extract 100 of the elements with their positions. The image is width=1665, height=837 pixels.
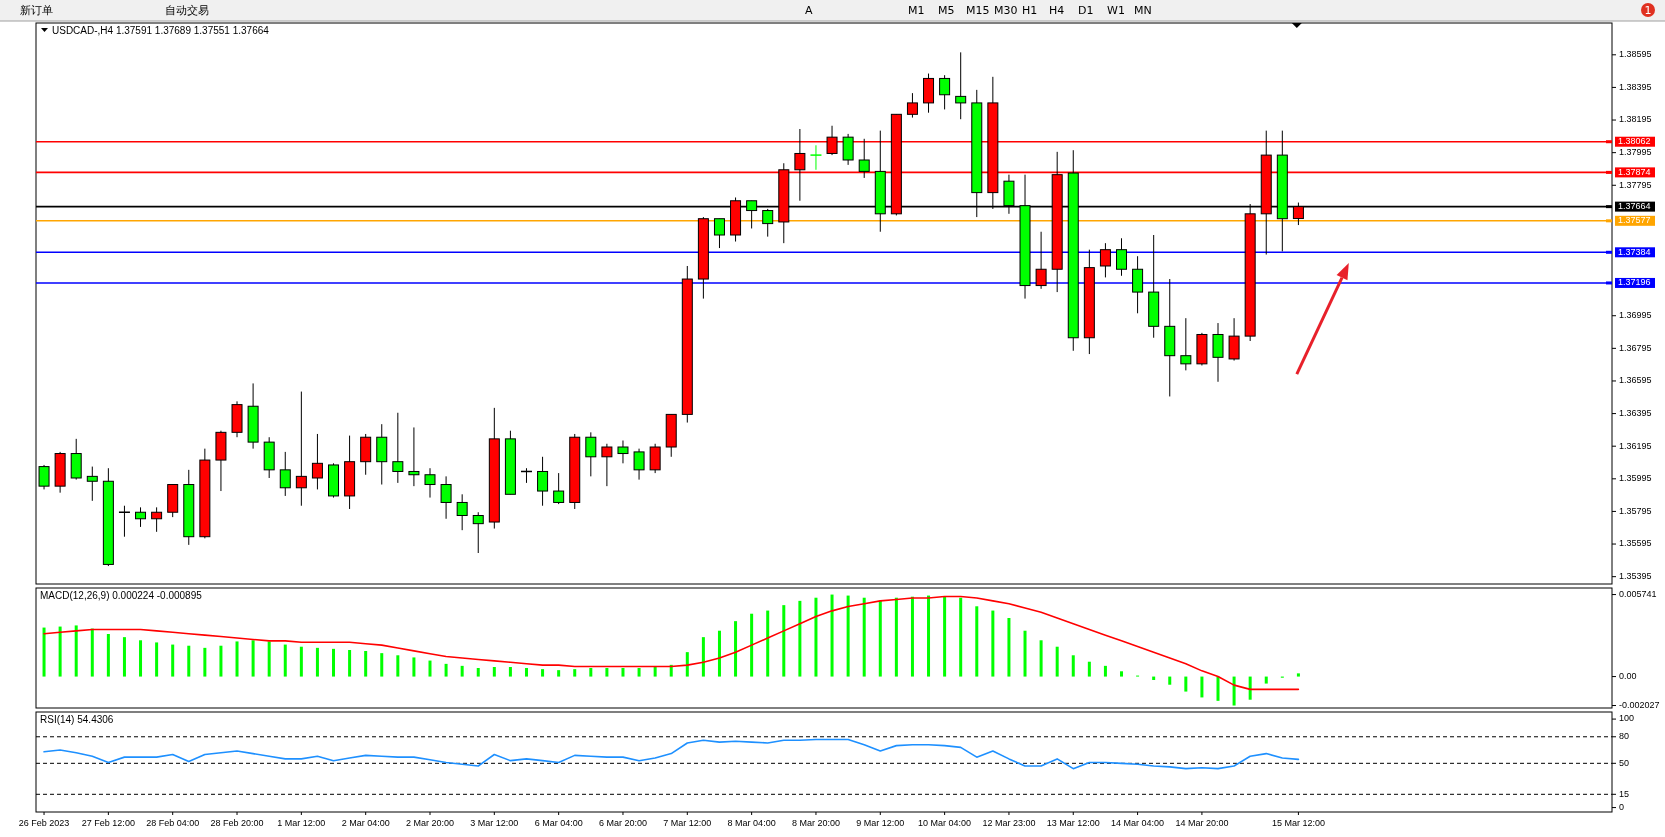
- chart-title: RSI(14) 54.4306: [40, 714, 114, 725]
- x-tick-label: 26 Feb 2023: [18, 818, 70, 828]
- x-tick-label: 28 Feb 20:00: [210, 818, 264, 828]
- y-tick-label: 0: [1619, 801, 1625, 812]
- y-tick-label: 80: [1619, 731, 1630, 742]
- line-series: [43, 738, 1300, 770]
- bar: [1071, 655, 1075, 677]
- y-tick-label: 1.37795: [1619, 179, 1652, 190]
- y-tick-label: 1.36995: [1619, 310, 1652, 321]
- bar: [315, 647, 319, 677]
- bar: [251, 640, 255, 677]
- bar: [621, 668, 625, 677]
- text: 新订单: [20, 4, 53, 17]
- y-tick-label: 1.36195: [1619, 440, 1652, 451]
- x-tick-label: 13 Mar 12:00: [1046, 818, 1100, 828]
- x-tick-label: 7 Mar 12:00: [663, 818, 712, 828]
- chart-title: MACD(12,26,9) 0.000224 -0.000895: [40, 590, 203, 601]
- x-tick-label: 6 Mar 20:00: [598, 818, 647, 828]
- bar: [1184, 676, 1188, 692]
- ref-line-label: 1.37577: [1618, 215, 1651, 226]
- bar: [878, 600, 882, 677]
- text: W1: [1107, 4, 1125, 17]
- bar: [701, 637, 705, 677]
- bar: [460, 665, 464, 677]
- bar: [1168, 676, 1172, 685]
- bar: [766, 610, 770, 677]
- bar: [122, 637, 126, 677]
- bar: [1200, 676, 1204, 698]
- bar: [927, 595, 931, 677]
- bar: [364, 651, 368, 677]
- x-tick-label: 3 Mar 12:00: [470, 818, 519, 828]
- bar: [1120, 671, 1124, 677]
- bar: [605, 668, 609, 677]
- bar: [476, 668, 480, 677]
- y-tick-label: 0.005741: [1619, 588, 1657, 599]
- bar: [171, 644, 175, 677]
- x-tick-label: 1 Mar 12:00: [277, 818, 326, 828]
- y-tick-label: 1.37995: [1619, 147, 1652, 158]
- bar: [798, 600, 802, 677]
- y-tick-label: 1.36795: [1619, 342, 1652, 353]
- text: M15: [966, 4, 990, 17]
- bar: [782, 605, 786, 677]
- x-tick-label: 28 Feb 04:00: [146, 818, 200, 828]
- bar: [894, 597, 898, 677]
- bar: [1152, 676, 1156, 680]
- bar: [1103, 665, 1107, 677]
- bar: [42, 627, 46, 677]
- bar: [1248, 676, 1252, 700]
- bar: [187, 645, 191, 677]
- y-tick-label: 1.38195: [1619, 114, 1652, 125]
- text: H1: [1022, 4, 1038, 17]
- bar: [1055, 646, 1059, 677]
- bar: [492, 667, 496, 677]
- x-tick-label: 14 Mar 20:00: [1175, 818, 1229, 828]
- bar: [524, 668, 528, 677]
- bar: [943, 596, 947, 677]
- ref-line-label: 1.37664: [1618, 201, 1651, 211]
- y-tick-label: 1.36595: [1619, 375, 1652, 386]
- bar: [203, 647, 207, 677]
- bar: [750, 613, 754, 677]
- bar: [1023, 630, 1027, 677]
- text: MN: [1134, 4, 1152, 17]
- x-tick-label: 12 Mar 23:00: [982, 818, 1036, 828]
- text: M1: [908, 4, 925, 17]
- bar: [299, 646, 303, 677]
- x-tick-label: 6 Mar 04:00: [534, 818, 583, 828]
- x-tick-label: 8 Mar 20:00: [791, 818, 840, 828]
- x-tick-label: 14 Mar 04:00: [1111, 818, 1165, 828]
- bar: [235, 641, 239, 677]
- text: M5: [938, 4, 955, 17]
- bar: [412, 657, 416, 677]
- bar: [814, 597, 818, 677]
- bar: [428, 660, 432, 677]
- y-tick-label: 1.38395: [1619, 81, 1652, 92]
- x-tick-label: 2 Mar 04:00: [341, 818, 390, 828]
- bar: [1264, 676, 1268, 684]
- bar: [959, 597, 963, 677]
- bar: [975, 606, 979, 677]
- bar: [90, 628, 94, 677]
- x-tick-label: 15 Mar 12:00: [1271, 818, 1325, 828]
- y-tick-label: 15: [1619, 788, 1630, 799]
- x-tick-label: 2 Mar 20:00: [405, 818, 455, 828]
- text: M30: [994, 4, 1018, 17]
- bar: [557, 670, 561, 677]
- ref-line-label: 1.37384: [1618, 246, 1651, 257]
- bar: [219, 645, 223, 677]
- ref-line-label: 1.37196: [1618, 277, 1651, 288]
- x-tick-label: 9 Mar 12:00: [856, 818, 905, 828]
- bar: [653, 667, 657, 677]
- ref-line-label: 1.37874: [1618, 166, 1651, 177]
- bar: [508, 667, 512, 677]
- bar: [717, 630, 721, 677]
- bar: [1232, 676, 1236, 706]
- bar: [685, 652, 689, 677]
- x-tick-label: 10 Mar 04:00: [918, 818, 972, 828]
- bar: [139, 640, 143, 677]
- bar: [637, 668, 641, 677]
- bar: [155, 642, 159, 677]
- y-tick-label: 0.00: [1619, 670, 1637, 681]
- bar: [669, 664, 673, 677]
